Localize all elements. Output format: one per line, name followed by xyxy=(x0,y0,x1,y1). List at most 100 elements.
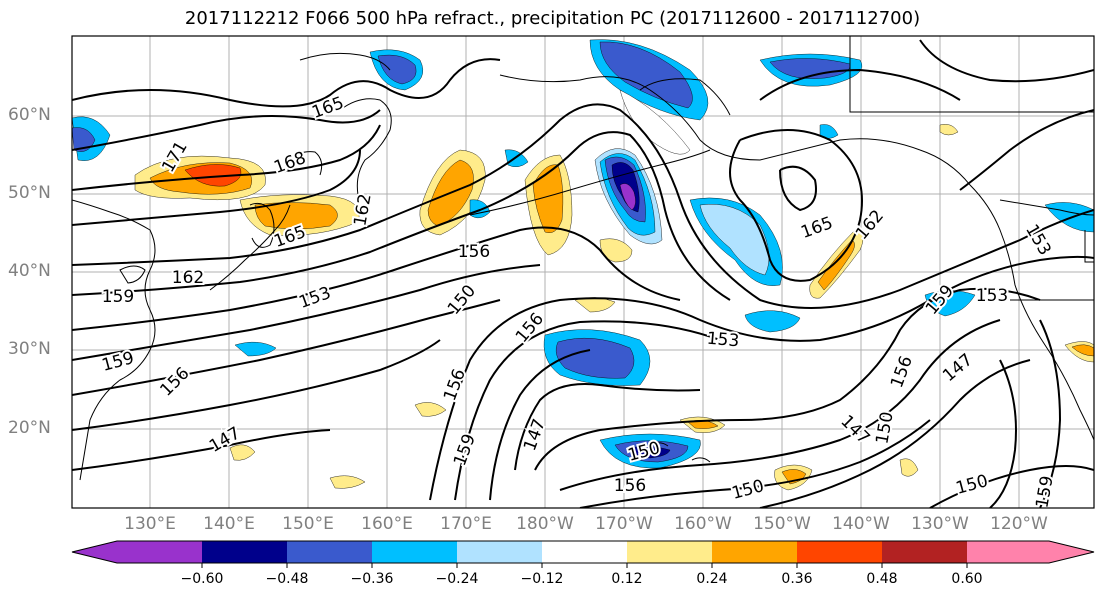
coastline xyxy=(469,149,711,216)
colorbar xyxy=(71,540,1095,568)
contour-label: 162 xyxy=(172,268,204,288)
lon-label: 170°E xyxy=(440,514,492,534)
colorbar-tick-label: −0.12 xyxy=(520,571,564,587)
contour-line xyxy=(534,287,1041,471)
precip-area xyxy=(329,475,366,489)
colorbar-tick-label: 0.60 xyxy=(951,571,983,587)
coastline xyxy=(1084,230,1094,263)
contour-label: 153 xyxy=(706,329,740,352)
colorbar-outline xyxy=(71,540,1095,564)
lat-label: 40°N xyxy=(8,261,51,281)
coastline xyxy=(299,52,391,71)
colorbar-segment xyxy=(202,541,287,563)
contour-line xyxy=(779,165,817,212)
precip-area xyxy=(234,341,277,357)
precip-area xyxy=(744,310,801,333)
precip-area xyxy=(72,127,96,152)
coastline xyxy=(249,202,275,248)
contour-line xyxy=(72,131,731,301)
colorbar-tick-label: 0.24 xyxy=(696,571,728,587)
coastline xyxy=(72,199,156,481)
colorbar-tick-label: 0.36 xyxy=(781,571,813,587)
lat-label: 20°N xyxy=(8,418,51,438)
contour-line xyxy=(1039,319,1062,508)
colorbar-segment xyxy=(882,541,967,563)
contour-line xyxy=(72,429,331,471)
contour-line xyxy=(454,320,721,501)
colorbar-tick-label: 0.48 xyxy=(866,571,898,587)
contour-line xyxy=(579,419,931,508)
map-frame xyxy=(71,35,1095,509)
contour-line xyxy=(72,149,361,226)
coastline xyxy=(999,199,1094,216)
contour-line xyxy=(429,255,1094,501)
precip-area xyxy=(619,183,636,211)
contour-label: 156 xyxy=(614,476,646,496)
colorbar-tick-label: −0.36 xyxy=(350,571,394,587)
precip-area xyxy=(229,444,256,461)
lon-label: 140°E xyxy=(203,514,255,534)
lat-label: 30°N xyxy=(8,339,51,359)
precip-area xyxy=(469,199,491,219)
colorbar-segment xyxy=(967,541,1094,563)
lon-label: 130°E xyxy=(124,514,176,534)
contour-line xyxy=(929,465,1094,508)
lon-label: 150°E xyxy=(282,514,334,534)
precip-area xyxy=(1071,344,1094,357)
coastline xyxy=(499,74,921,161)
coastline xyxy=(119,265,146,284)
contour-line xyxy=(72,226,681,331)
lon-label: 140°W xyxy=(832,514,890,534)
colorbar-segment xyxy=(117,541,202,563)
coastline xyxy=(639,78,731,116)
precip-area xyxy=(699,204,770,276)
refractivity-contours xyxy=(72,39,1094,508)
contour-label: 150 xyxy=(872,410,897,445)
coastline xyxy=(919,149,1094,441)
contour-line xyxy=(919,39,1094,83)
colorbar-segment xyxy=(797,541,882,563)
contour-line xyxy=(759,359,1031,508)
lon-label: 180°W xyxy=(516,514,574,534)
contour-line xyxy=(72,339,441,431)
contour-line xyxy=(559,319,1001,491)
contour-line xyxy=(72,58,501,108)
colorbar-segment xyxy=(627,541,712,563)
precip-area xyxy=(939,124,959,136)
colorbar-segment xyxy=(457,541,542,563)
lon-label: 170°W xyxy=(595,514,653,534)
precip-area xyxy=(377,54,417,85)
contour-line xyxy=(489,349,591,501)
colorbar-tick-label: 0.12 xyxy=(611,571,643,587)
colorbar-segment xyxy=(372,541,457,563)
contour-line xyxy=(72,264,541,361)
precip-area xyxy=(532,164,564,233)
contour-label: 153 xyxy=(976,286,1008,306)
colorbar-segment xyxy=(712,541,797,563)
precip-area xyxy=(899,458,919,477)
colorbar-segment xyxy=(542,541,627,563)
contour-line xyxy=(72,124,381,191)
lon-label: 130°W xyxy=(911,514,969,534)
coastline xyxy=(849,36,1094,113)
colorbar-segment xyxy=(287,541,372,563)
coastline xyxy=(289,151,323,176)
contour-label: 159 xyxy=(102,287,134,307)
lat-label: 50°N xyxy=(8,183,51,203)
colorbar-tick-label: −0.24 xyxy=(435,571,479,587)
contour-line xyxy=(959,109,1094,191)
contour-line xyxy=(729,129,863,282)
contour-line xyxy=(759,68,961,101)
lon-label: 120°W xyxy=(990,514,1048,534)
coastline xyxy=(209,204,291,291)
lon-label: 160°E xyxy=(361,514,413,534)
colorbar-tick-label: −0.48 xyxy=(265,571,309,587)
precip-area xyxy=(599,41,693,109)
coastlines xyxy=(72,36,1094,481)
precip-area xyxy=(184,164,242,187)
contour-line xyxy=(72,299,501,396)
coastline xyxy=(649,442,669,447)
colorbar-tick-label: −0.60 xyxy=(180,571,224,587)
contour-line xyxy=(989,359,1017,508)
